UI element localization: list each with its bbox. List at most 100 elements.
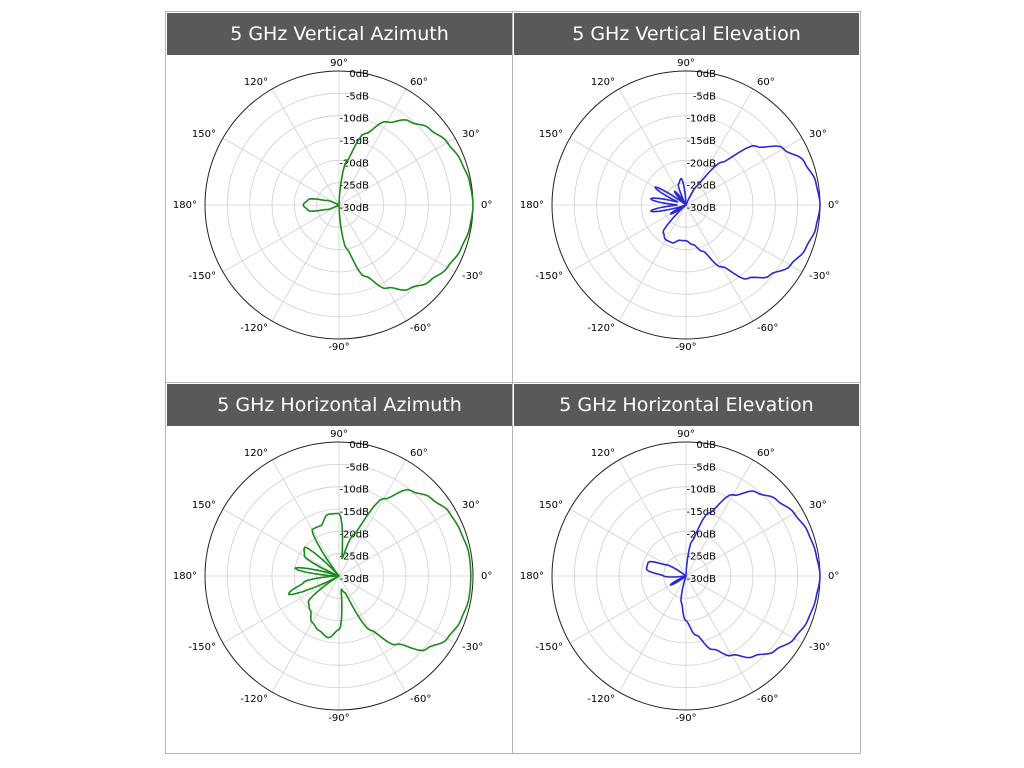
radial-tick-label: -30dB	[339, 203, 369, 214]
angle-tick-label: 90°	[330, 58, 348, 69]
chart-panel-vertical-azimuth: 5 GHz Vertical Azimuth 0° 30° 60° 90° 120° 15…	[166, 12, 512, 383]
grid-spoke	[569, 204, 687, 273]
polar-chart-vertical-elevation: 0° 30° 60° 90° 120° 150° 180° -150° -120° -90° -60…	[520, 58, 839, 353]
grid-spoke	[338, 204, 407, 322]
angle-tick-label: -60°	[757, 323, 778, 334]
grid-spoke	[338, 204, 456, 273]
radial-tick-label: -20dB	[339, 158, 369, 169]
angle-tick-label: -120°	[587, 694, 615, 705]
angle-tick-label: 150°	[192, 129, 216, 140]
grid-spoke	[271, 459, 340, 577]
panel-title: 5 GHz Horizontal Azimuth	[167, 384, 512, 426]
polar-chart-horizontal-azimuth: 0° 30° 60° 90° 120° 150° 180° -150° -120° -90° -60…	[173, 429, 492, 724]
angle-tick-label: 180°	[173, 571, 197, 582]
angle-tick-label: 0°	[828, 571, 839, 582]
angle-tick-label: -90°	[675, 713, 696, 724]
chart-panel-horizontal-elevation: 5 GHz Horizontal Elevation 0° 30° 60° 90° 12…	[513, 383, 859, 754]
grid-spoke	[338, 575, 407, 693]
angle-tick-label: 90°	[330, 429, 348, 440]
angle-tick-label: 0°	[481, 571, 492, 582]
grid-spoke	[618, 204, 687, 322]
grid-spoke	[222, 575, 340, 644]
angle-tick-label: 60°	[757, 77, 775, 88]
radiation-pattern-line	[650, 144, 821, 280]
angle-tick-label: 60°	[410, 77, 428, 88]
polar-chart-horizontal-elevation: 0° 30° 60° 90° 120° 150° 180° -150° -120° -90° -60…	[520, 429, 839, 724]
radial-tick-label: -10dB	[339, 114, 369, 125]
angle-tick-label: -30°	[809, 271, 830, 282]
grid-spoke	[618, 575, 687, 693]
grid-spoke	[338, 508, 456, 577]
radial-tick-label: 0dB	[696, 440, 716, 451]
angle-tick-label: 120°	[591, 448, 615, 459]
grid-spoke	[338, 88, 407, 206]
panel-title: 5 GHz Vertical Azimuth	[167, 13, 512, 55]
radial-tick-label: -30dB	[686, 574, 716, 585]
angle-tick-label: -150°	[188, 271, 216, 282]
angle-tick-label: -90°	[328, 342, 349, 353]
angle-tick-label: 150°	[192, 500, 216, 511]
radial-tick-label: -30dB	[339, 574, 369, 585]
radial-tick-label: 0dB	[349, 440, 369, 451]
angle-tick-label: -30°	[462, 642, 483, 653]
radial-tick-label: -15dB	[686, 507, 716, 518]
radial-tick-label: -20dB	[686, 529, 716, 540]
panel-title: 5 GHz Horizontal Elevation	[514, 384, 859, 426]
angle-tick-label: 90°	[677, 58, 695, 69]
radial-tick-label: -5dB	[693, 462, 716, 473]
radiation-pattern-line	[287, 488, 472, 652]
grid-spoke	[685, 508, 803, 577]
angle-tick-label: 150°	[539, 500, 563, 511]
angle-tick-label: 150°	[539, 129, 563, 140]
angle-tick-label: -150°	[535, 642, 563, 653]
angle-tick-label: 180°	[173, 200, 197, 211]
radial-tick-label: -15dB	[339, 136, 369, 147]
angle-tick-label: 30°	[462, 129, 480, 140]
grid-spoke	[685, 204, 754, 322]
radial-tick-label: -25dB	[686, 181, 716, 192]
angle-tick-label: 30°	[809, 500, 827, 511]
angle-tick-label: 60°	[757, 448, 775, 459]
angle-tick-label: -60°	[410, 323, 431, 334]
radial-tick-label: -30dB	[686, 203, 716, 214]
radial-tick-label: -15dB	[339, 507, 369, 518]
angle-tick-label: -120°	[240, 323, 268, 334]
angle-tick-label: 180°	[520, 200, 544, 211]
radiation-pattern-line	[302, 119, 474, 291]
grid-spoke	[569, 137, 687, 206]
angle-tick-label: -120°	[240, 694, 268, 705]
grid-spoke	[685, 575, 803, 644]
grid-spoke	[618, 88, 687, 206]
polar-outer-ring	[204, 441, 474, 711]
grid-spoke	[271, 88, 340, 206]
grid-spoke	[338, 575, 456, 644]
radiation-pattern-line	[645, 490, 821, 659]
chart-panel-vertical-elevation: 5 GHz Vertical Elevation 0° 30° 60° 90° 120°…	[513, 12, 859, 383]
radial-tick-label: -15dB	[686, 136, 716, 147]
radial-tick-label: -5dB	[693, 91, 716, 102]
angle-tick-label: -90°	[328, 713, 349, 724]
panel-title: 5 GHz Vertical Elevation	[514, 13, 859, 55]
grid-spoke	[338, 137, 456, 206]
grid-spoke	[271, 204, 340, 322]
grid-spoke	[338, 459, 407, 577]
angle-tick-label: -60°	[410, 694, 431, 705]
grid-spoke	[685, 459, 754, 577]
radial-tick-label: -5dB	[346, 462, 369, 473]
radial-tick-label: -5dB	[346, 91, 369, 102]
grid-spoke	[569, 575, 687, 644]
angle-tick-label: -90°	[675, 342, 696, 353]
angle-tick-label: -30°	[462, 271, 483, 282]
radial-tick-label: -20dB	[686, 158, 716, 169]
grid-spoke	[685, 204, 803, 273]
grid-spoke	[685, 575, 754, 693]
angle-tick-label: 30°	[809, 129, 827, 140]
grid-spoke	[222, 204, 340, 273]
radial-tick-label: -25dB	[339, 552, 369, 563]
angle-tick-label: -150°	[188, 642, 216, 653]
angle-tick-label: 0°	[828, 200, 839, 211]
angle-tick-label: 90°	[677, 429, 695, 440]
radial-tick-label: -10dB	[686, 114, 716, 125]
radial-tick-label: 0dB	[696, 69, 716, 80]
angle-tick-label: -120°	[587, 323, 615, 334]
